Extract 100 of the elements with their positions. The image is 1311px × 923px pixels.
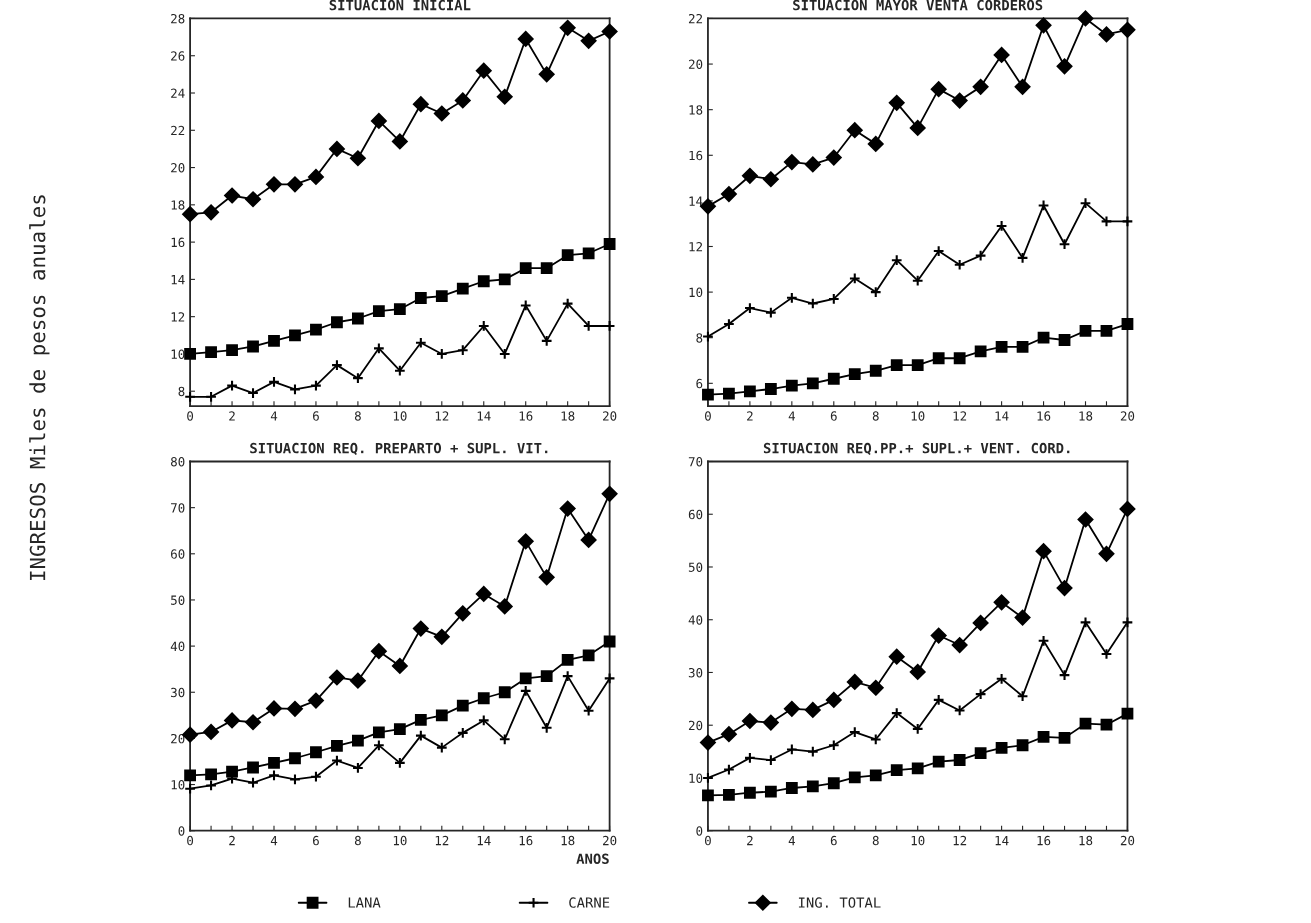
point (783, 700, 800, 717)
point (888, 94, 905, 111)
x-tick-label: 20 (1120, 835, 1135, 846)
point (331, 754, 343, 767)
point (909, 120, 926, 136)
point (806, 780, 819, 793)
x-tick-label: 8 (354, 835, 361, 846)
point (869, 733, 882, 746)
point (561, 297, 574, 310)
x-axis-title: ANOS (576, 853, 609, 865)
point (1098, 26, 1115, 43)
x-tick-label: 20 (603, 411, 617, 421)
point (477, 714, 490, 727)
point (498, 273, 511, 286)
y-tick-label: 40 (688, 615, 703, 625)
point (184, 348, 196, 360)
point (205, 346, 217, 358)
point (310, 746, 322, 759)
point (289, 383, 301, 396)
y-tick-label: 22 (688, 13, 703, 24)
point (974, 249, 987, 262)
y-tick-label: 26 (171, 51, 185, 61)
point (370, 113, 387, 129)
point (848, 726, 861, 738)
point (287, 176, 303, 193)
point (869, 769, 882, 782)
point (974, 747, 987, 760)
point (205, 779, 217, 792)
point (806, 745, 819, 758)
point (247, 761, 259, 774)
point (993, 47, 1010, 63)
x-tick-label: 0 (704, 411, 711, 421)
y-tick-label: 20 (171, 733, 185, 744)
x-tick-label: 2 (747, 835, 753, 846)
point (475, 62, 492, 79)
point (184, 782, 196, 795)
point (498, 686, 511, 699)
point (247, 776, 259, 789)
y-tick-label: 40 (170, 641, 185, 652)
point (226, 344, 238, 357)
point (723, 788, 735, 801)
point (911, 723, 924, 735)
point (848, 272, 861, 285)
point (972, 614, 989, 631)
y-tick-label: 22 (171, 125, 185, 136)
point (1079, 717, 1092, 730)
point (247, 340, 259, 353)
x-tick-label: 16 (519, 411, 533, 421)
point (477, 692, 490, 705)
point (287, 700, 303, 717)
x-tick-label: 16 (519, 835, 533, 846)
point (477, 320, 490, 332)
x-tick-label: 6 (313, 411, 319, 421)
point (867, 679, 884, 696)
point (331, 316, 343, 329)
point (867, 135, 884, 152)
point (762, 171, 779, 188)
point (224, 712, 240, 729)
point (372, 305, 385, 317)
point (414, 729, 427, 742)
y-tick-label: 16 (689, 150, 703, 161)
y-axis-title: INGRESOS Miles de pesos anuales (29, 195, 50, 581)
point (741, 167, 758, 184)
point (723, 318, 735, 330)
point (433, 628, 450, 645)
point (953, 754, 966, 766)
x-tick-label: 10 (393, 835, 407, 846)
point (414, 292, 427, 304)
y-tick-label: 10 (171, 780, 185, 790)
point (435, 741, 448, 754)
point (827, 372, 840, 385)
point (848, 368, 861, 381)
point (1079, 616, 1092, 629)
y-tick-label: 18 (689, 105, 703, 115)
y-tick-label: 70 (688, 457, 703, 467)
point (911, 762, 924, 775)
chart-title: SITUACION INICIAL (329, 0, 471, 11)
x-tick-label: 4 (270, 836, 278, 846)
point (245, 191, 261, 208)
y-tick-label: 20 (171, 163, 185, 173)
point (1016, 340, 1029, 353)
point (995, 741, 1008, 754)
point (825, 149, 842, 166)
point (890, 359, 903, 371)
point (869, 364, 882, 377)
y-tick-label: 16 (171, 237, 185, 248)
point (226, 379, 238, 392)
point (603, 672, 616, 685)
point (289, 329, 301, 342)
point (456, 699, 469, 712)
point (435, 348, 448, 360)
point (601, 485, 618, 502)
x-tick-label: 2 (229, 835, 235, 846)
point (993, 594, 1010, 611)
point (1014, 609, 1031, 626)
point (888, 648, 905, 665)
point (203, 724, 219, 740)
point (349, 150, 366, 167)
point (764, 785, 777, 798)
point (517, 533, 534, 550)
